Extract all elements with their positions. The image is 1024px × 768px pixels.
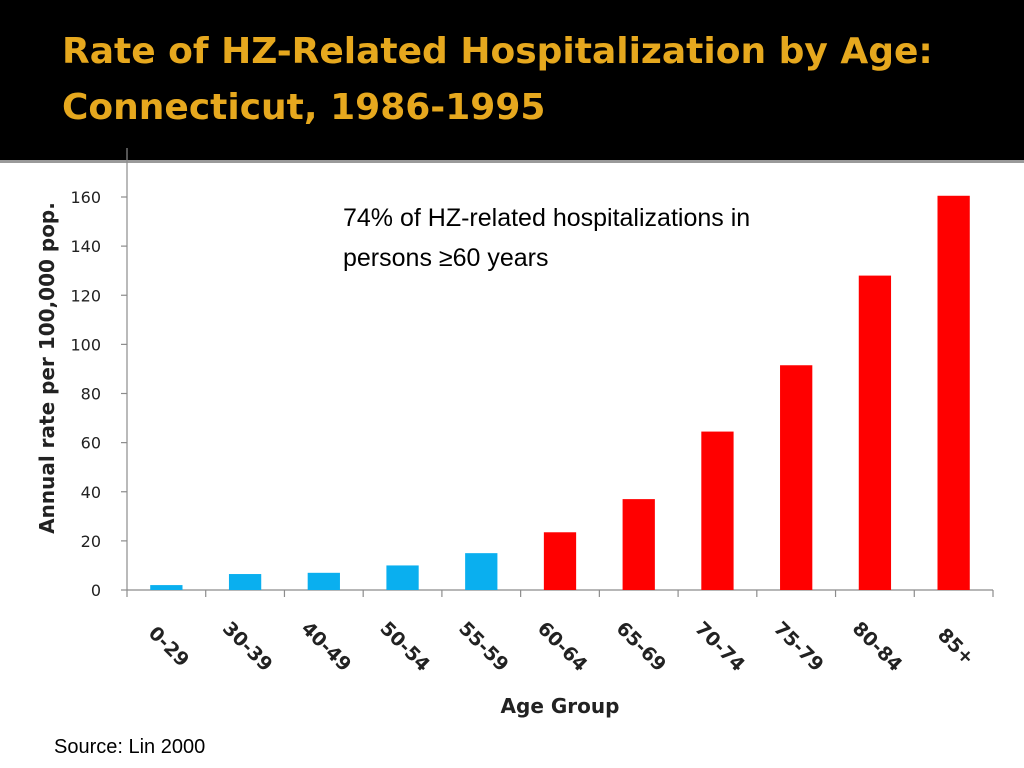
y-tick-labels: 0 20 40 60 80 100 120 140 160 [70, 188, 101, 600]
x-tick-label: 60-64 [533, 617, 592, 676]
callout-text: 74% of HZ-related hospitalizations in pe… [343, 204, 751, 272]
x-axis-title: Age Group [501, 694, 620, 718]
chart-bars [150, 195, 970, 590]
y-tick-label: 80 [81, 385, 101, 404]
bar-55-59 [465, 553, 498, 590]
x-tick-label: 40-49 [297, 617, 356, 676]
x-tick-label: 0-29 [144, 622, 193, 671]
bar-60-64 [543, 532, 577, 590]
source-note: Source: Lin 2000 [54, 736, 206, 758]
bar-70-74 [701, 431, 734, 590]
x-tick-label: 30-39 [218, 617, 277, 676]
y-tick-label: 100 [70, 335, 101, 354]
y-tick-label: 60 [81, 434, 101, 453]
title-bar: Rate of HZ-Related Hospitalization by Ag… [0, 0, 1024, 160]
y-tick-label: 160 [70, 188, 101, 207]
bar-40-49 [307, 572, 340, 590]
x-tick-label: 50-54 [376, 617, 435, 676]
bar-65-69 [622, 499, 655, 590]
bar-0-29 [150, 585, 183, 590]
y-tick-label: 0 [91, 581, 101, 600]
title-divider [0, 160, 1024, 163]
y-axis-title: Annual rate per 100,000 pop. [35, 202, 59, 534]
bar-50-54 [386, 565, 419, 590]
bar-75-79 [780, 365, 813, 590]
bar-85+ [937, 195, 970, 590]
x-tick-label: 85+ [933, 624, 979, 670]
bar-30-39 [228, 574, 262, 590]
x-tick-label: 55-59 [454, 617, 513, 676]
x-tick-label: 65-69 [612, 617, 671, 676]
x-tick-label: 70-74 [690, 617, 749, 676]
y-tick-label: 20 [81, 532, 101, 551]
y-tick-label: 120 [70, 286, 101, 305]
y-tick-label: 140 [70, 237, 101, 256]
x-tick-label: 80-84 [848, 617, 907, 676]
slide-title: Rate of HZ-Related Hospitalization by Ag… [62, 31, 933, 128]
x-tick-labels: 0-29 30-39 40-49 50-54 55-59 60-64 65-69 70-74 7… [144, 617, 979, 676]
x-tick-label: 75-79 [769, 617, 828, 676]
bar-80-84 [858, 275, 892, 590]
y-tick-label: 40 [81, 483, 101, 502]
